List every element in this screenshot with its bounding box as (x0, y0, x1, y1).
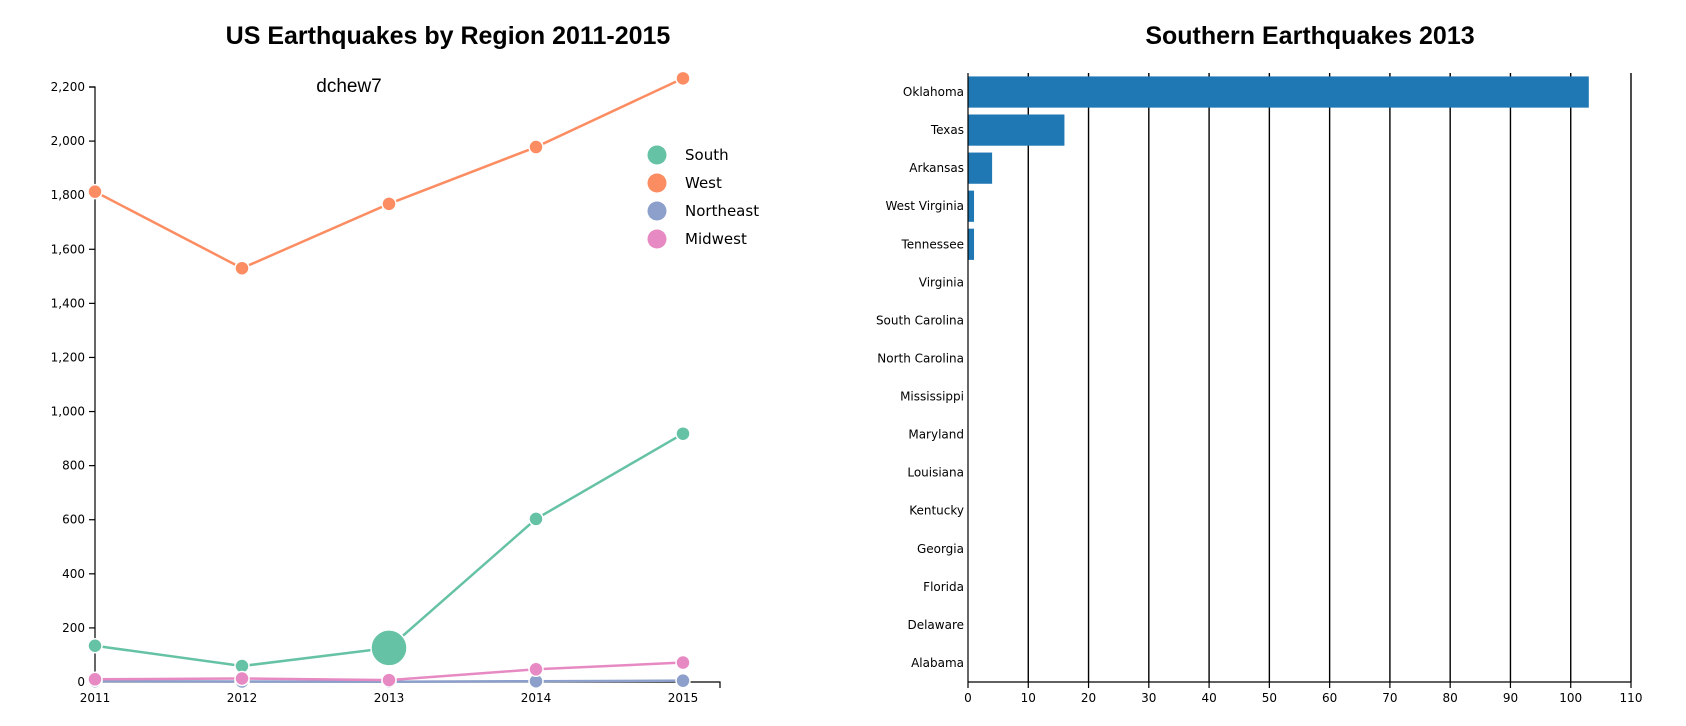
y-tick-label: 2,000 (51, 134, 85, 148)
point-midwest (234, 670, 250, 687)
legend-swatch-south (647, 145, 667, 165)
y-tick-label: West Virginia (885, 199, 964, 213)
bar-chart-x-axis: 0 10 20 30 40 50 60 70 80 90 100 110 (964, 681, 1643, 705)
y-tick-label: 2,200 (51, 80, 85, 94)
x-tick-label: 2013 (374, 691, 405, 705)
x-tick-label: 70 (1382, 691, 1397, 705)
point-west (87, 183, 103, 200)
line-chart-subtitle: dchew7 (316, 76, 382, 97)
y-tick-label: 0 (77, 675, 85, 689)
bar-west-virginia (968, 190, 975, 222)
y-tick-label: 1,200 (51, 350, 85, 364)
y-tick-label: Maryland (908, 428, 964, 442)
line-chart-series (87, 70, 691, 690)
legend-swatch-midwest (647, 229, 667, 249)
x-tick-label: 60 (1322, 691, 1337, 705)
point-midwest (381, 672, 397, 688)
y-tick-label: 400 (62, 567, 85, 581)
bar-chart: Southern Earthquakes 2013 Oklahoma Texas A… (876, 22, 1643, 705)
point-west (528, 139, 544, 155)
legend-label-south: South (685, 146, 729, 164)
y-tick-label: Florida (923, 580, 964, 594)
y-tick-label: South Carolina (876, 313, 964, 327)
line-chart: US Earthquakes by Region 2011-2015 dchew… (51, 22, 760, 705)
bar-tennessee (968, 228, 975, 260)
point-south (528, 511, 544, 527)
legend-swatch-northeast (647, 201, 667, 221)
line-chart-y-axis: 0 200 400 600 800 1,000 1,200 1,400 1,600 1,800 2,… (51, 80, 96, 689)
line-chart-x-axis: 2011 2012 2013 2014 2015 (80, 681, 721, 705)
legend-label-northeast: Northeast (685, 202, 759, 220)
x-tick-label: 90 (1503, 691, 1518, 705)
legend-swatch-west (647, 173, 667, 193)
point-south (370, 629, 408, 667)
y-tick-label: 1,400 (51, 296, 85, 310)
y-tick-label: Kentucky (909, 504, 964, 518)
bar-texas (968, 114, 1065, 146)
y-tick-label: Oklahoma (903, 85, 964, 99)
y-tick-label: Louisiana (907, 466, 964, 480)
point-west (381, 196, 397, 212)
x-tick-label: 2011 (80, 691, 111, 705)
legend-label-west: West (685, 174, 722, 192)
x-tick-label: 100 (1559, 691, 1582, 705)
y-tick-label: Tennessee (900, 237, 964, 251)
y-tick-label: Virginia (919, 275, 964, 289)
y-tick-label: Texas (930, 123, 964, 137)
y-tick-label: Mississippi (900, 390, 964, 404)
y-tick-label: 1,600 (51, 242, 85, 256)
y-tick-label: North Carolina (877, 351, 964, 365)
bar-chart-title: Southern Earthquakes 2013 (1145, 22, 1474, 50)
point-midwest (87, 671, 103, 688)
legend-label-midwest: Midwest (685, 230, 747, 248)
y-tick-label: Arkansas (909, 161, 964, 175)
y-tick-label: Georgia (917, 542, 964, 556)
y-tick-label: 800 (62, 459, 85, 473)
x-tick-label: 40 (1201, 691, 1216, 705)
point-midwest (528, 661, 544, 678)
series-line-west (94, 77, 684, 270)
point-northeast (675, 672, 691, 689)
point-south (87, 638, 103, 654)
x-tick-label: 2012 (227, 691, 258, 705)
bar-chart-bars (968, 76, 1589, 260)
x-tick-label: 110 (1620, 691, 1643, 705)
y-tick-label: 600 (62, 513, 85, 527)
point-west (234, 260, 250, 276)
x-tick-label: 80 (1443, 691, 1458, 705)
line-chart-legend: South West Northeast Midwest (647, 145, 759, 249)
point-west (675, 70, 691, 87)
y-tick-label: Alabama (911, 656, 964, 670)
x-tick-label: 2015 (668, 691, 699, 705)
point-midwest (675, 654, 691, 671)
x-tick-label: 30 (1141, 691, 1156, 705)
bar-oklahoma (968, 76, 1589, 108)
bar-chart-y-axis: Oklahoma Texas Arkansas West Virginia Tennes… (876, 73, 969, 682)
x-tick-label: 20 (1081, 691, 1096, 705)
y-axis-line (89, 86, 96, 683)
x-tick-label: 2014 (521, 691, 552, 705)
x-tick-label: 0 (964, 691, 972, 705)
point-south (675, 425, 691, 442)
bar-chart-grid (1027, 73, 1632, 682)
x-tick-label: 50 (1262, 691, 1277, 705)
y-tick-label: 1,000 (51, 405, 85, 419)
y-tick-label: 1,800 (51, 188, 85, 202)
line-chart-title: US Earthquakes by Region 2011-2015 (226, 22, 671, 50)
x-tick-label: 10 (1021, 691, 1036, 705)
y-tick-label: Delaware (907, 618, 964, 632)
bar-arkansas (968, 152, 993, 184)
y-tick-label: 200 (62, 621, 85, 635)
